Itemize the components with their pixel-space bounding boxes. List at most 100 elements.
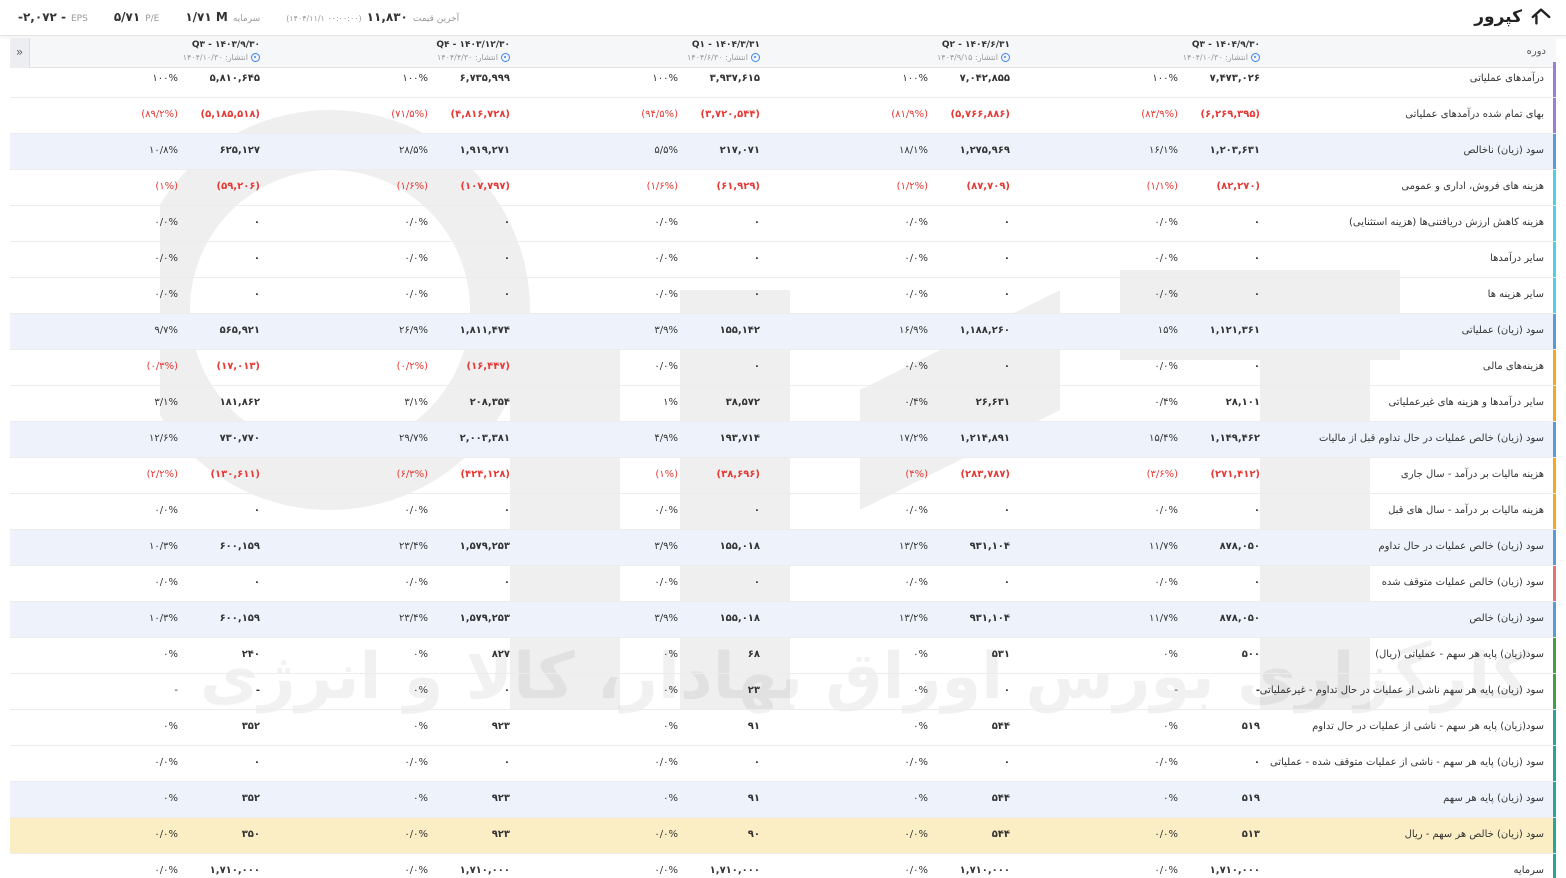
cell-value: ۱,۷۱۰,۰۰۰: [1209, 865, 1260, 876]
period-column-header[interactable]: Q۳ - ۱۴۰۳/۹/۳۰ انتشار: ۱۴۰۴/۱۰/۳۰: [110, 40, 260, 62]
home-icon[interactable]: [1530, 6, 1552, 28]
row-category-bar: [1553, 170, 1556, 205]
cell-value: ۵۱۹: [1241, 793, 1260, 804]
cell-percent: ۰/۰%: [904, 253, 928, 264]
cell-percent: ۰/۰%: [404, 289, 428, 300]
cell-value: ۲۰۸,۳۵۴: [469, 397, 510, 408]
cell-percent: ۱۳/۲%: [899, 541, 928, 552]
cell-value: ۱,۱۸۸,۲۶۰: [959, 325, 1010, 336]
row-category-bar: [1553, 674, 1556, 709]
cell-percent: ۰/۰%: [1154, 829, 1178, 840]
cell-percent: ۱۵%: [1157, 325, 1178, 336]
pe-label: P/E: [145, 14, 160, 24]
table-row: بهای تمام شده درآمدهای عملیاتی (۶,۲۶۹,۳۹۵…: [10, 98, 1556, 134]
cell-percent: ۱۵/۴%: [1149, 433, 1178, 444]
cell-percent: ۰/۰%: [654, 757, 678, 768]
cell-percent: ۰/۰%: [1154, 865, 1178, 876]
cell-percent: ۱۰۰%: [902, 73, 928, 84]
row-category-bar: [1553, 818, 1556, 853]
publish-date-text: انتشار: ۱۴۰۴/۴/۳۰: [436, 53, 498, 62]
codal-badge-icon[interactable]: [251, 53, 260, 62]
cell-percent: ۰/۴%: [904, 397, 928, 408]
cell-value: ۷,۰۴۲,۸۵۵: [959, 73, 1010, 84]
cell-value: (۲۷۱,۴۱۲): [1210, 469, 1260, 480]
cell-value: ۹۱: [747, 793, 760, 804]
table-row: سود(زیان) پایه هر سهم - ناشی از عملیات د…: [10, 710, 1556, 746]
cell-percent: ۰/۰%: [404, 829, 428, 840]
row-category-bar: [1553, 134, 1556, 169]
cell-value: ۵۱۹: [1241, 721, 1260, 732]
period-column-header[interactable]: Q۳ - ۱۴۰۴/۹/۳۰ انتشار: ۱۴۰۴/۱۰/۳۰: [1110, 40, 1260, 62]
table-row: هزینه مالیات بر درآمد - سال های قبل ۰ ۰/۰%…: [10, 494, 1556, 530]
cell-percent: ۹/۷%: [154, 325, 178, 336]
table-header: » دوره Q۳ - ۱۴۰۴/۹/۳۰ انتشار: ۱۴۰۴/۱۰/۳۰ Q…: [10, 38, 1556, 68]
cell-value: ۱,۲۷۵,۹۶۹: [959, 145, 1010, 156]
cell-value: ۰: [1003, 289, 1010, 300]
capital-value: ۱/۷۱ M: [185, 10, 228, 24]
cell-value: ۰: [503, 757, 510, 768]
cell-percent: (۷۱/۵%): [391, 109, 428, 120]
cell-percent: ۰%: [413, 685, 428, 696]
cell-percent: ۰/۰%: [154, 289, 178, 300]
cell-percent: ۱۲/۶%: [149, 433, 178, 444]
cell-value: ۰: [1253, 289, 1260, 300]
cell-percent: ۱۰۰%: [402, 73, 428, 84]
row-label: هزینه مالیات بر درآمد - سال های قبل: [1388, 505, 1544, 516]
period-column-header[interactable]: Q۴ - ۱۴۰۳/۱۲/۳۰ انتشار: ۱۴۰۴/۴/۳۰: [360, 40, 510, 62]
cell-value: ۳۵۰: [241, 829, 260, 840]
cell-percent: ۰%: [413, 649, 428, 660]
period-name: Q۳ - ۱۴۰۴/۹/۳۰: [1191, 40, 1260, 50]
row-category-bar: [1553, 386, 1556, 421]
cell-value: (۵۹,۲۰۶): [216, 181, 260, 192]
cell-percent: (۳/۶%): [1146, 469, 1178, 480]
cell-percent: ۰/۰%: [154, 829, 178, 840]
cell-percent: ۰/۰%: [904, 505, 928, 516]
cell-value: ۲۸,۱۰۱: [1225, 397, 1260, 408]
table-row: سود (زیان) پایه هر سهم ۵۱۹ ۰% ۵۴۴ ۰% ۹۱ ۰% ۹۲۳ ۰…: [10, 782, 1556, 818]
cell-percent: ۰/۰%: [154, 505, 178, 516]
codal-badge-icon[interactable]: [751, 53, 760, 62]
cell-value: ۶,۷۳۵,۹۹۹: [459, 73, 510, 84]
cell-value: (۵,۷۶۶,۸۸۶): [950, 109, 1010, 120]
cell-value: ۱۵۵,۰۱۸: [719, 613, 760, 624]
period-name: Q۲ - ۱۴۰۴/۶/۳۱: [941, 40, 1010, 50]
cell-percent: ۰%: [1163, 721, 1178, 732]
cell-value: ۰: [753, 577, 760, 588]
cell-value: ۹۳۱,۱۰۴: [969, 541, 1010, 552]
cell-value: ۰: [1253, 757, 1260, 768]
collapse-button[interactable]: »: [10, 38, 30, 68]
row-label: سود(زیان) پایه هر سهم - عملیاتی (ریال): [1375, 649, 1544, 660]
cell-percent: ۲۳/۴%: [399, 613, 428, 624]
codal-badge-icon[interactable]: [1001, 53, 1010, 62]
cell-percent: ۰%: [1163, 649, 1178, 660]
cell-value: ۰: [253, 505, 260, 516]
codal-badge-icon[interactable]: [501, 53, 510, 62]
publish-date-text: انتشار: ۱۴۰۴/۶/۳۰: [686, 53, 748, 62]
period-column-header[interactable]: Q۲ - ۱۴۰۴/۶/۳۱ انتشار: ۱۴۰۴/۹/۱۵: [860, 40, 1010, 62]
cell-percent: ۱۳/۲%: [899, 613, 928, 624]
cell-percent: ۱۰۰%: [1152, 73, 1178, 84]
cell-value: ۱,۷۱۰,۰۰۰: [959, 865, 1010, 876]
row-label: سود (زیان) پایه هر سهم: [1443, 793, 1544, 804]
cell-value: ۰: [503, 577, 510, 588]
capital-label: سرمایه: [232, 14, 261, 24]
table-row: سود (زیان) خالص عملیات در حال تداوم قبل …: [10, 422, 1556, 458]
publish-date-text: انتشار: ۱۴۰۴/۱۰/۳۰: [182, 53, 248, 62]
cell-value: ۷۳۰,۷۷۰: [219, 433, 260, 444]
row-label: بهای تمام شده درآمدهای عملیاتی: [1405, 109, 1544, 120]
cell-percent: ۰/۰%: [1154, 217, 1178, 228]
cell-value: ۶۰۰,۱۵۹: [219, 613, 260, 624]
cell-percent: (۶/۳%): [396, 469, 428, 480]
pe-stat: ۵/۷۱ P/E: [114, 10, 160, 24]
row-category-bar: [1553, 314, 1556, 349]
publish-date: انتشار: ۱۴۰۴/۹/۱۵: [860, 53, 1010, 62]
cell-value: (۲۸۳,۷۸۷): [960, 469, 1010, 480]
row-category-bar: [1553, 494, 1556, 529]
cell-percent: ۰%: [913, 721, 928, 732]
period-column-header[interactable]: Q۱ - ۱۴۰۴/۳/۳۱ انتشار: ۱۴۰۴/۶/۳۰: [610, 40, 760, 62]
table-row: سود (زیان) خالص عملیات در حال تداوم ۸۷۸,۰…: [10, 530, 1556, 566]
cell-value: ۱۵۵,۱۴۲: [719, 325, 760, 336]
cell-percent: ۰/۰%: [1154, 289, 1178, 300]
cell-value: ۰: [503, 217, 510, 228]
codal-badge-icon[interactable]: [1251, 53, 1260, 62]
